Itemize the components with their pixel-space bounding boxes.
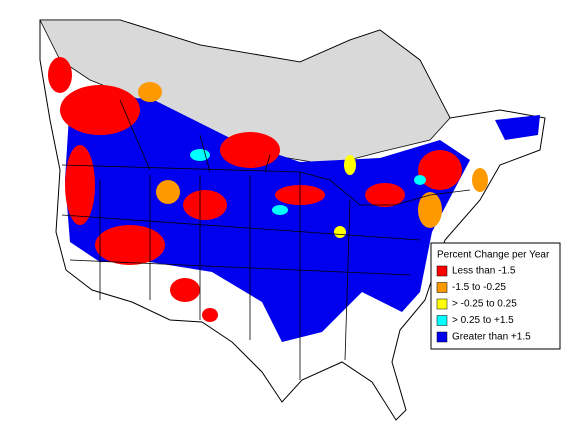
region-slight-decrease	[156, 180, 180, 204]
legend-label: -1.5 to -0.25	[452, 282, 506, 293]
borders	[61, 99, 471, 380]
region-slight-decrease	[138, 82, 162, 102]
region-decrease	[202, 308, 218, 322]
legend-swatch	[436, 282, 448, 293]
legend-title: Percent Change per Year	[437, 250, 550, 261]
region-stable	[334, 226, 346, 238]
legend: Percent Change per Year Less than -1.5 -1…	[430, 242, 561, 350]
region-decrease	[418, 150, 462, 190]
region-decrease	[220, 132, 280, 168]
region-decrease	[170, 278, 200, 302]
legend-label: Less than -1.5	[452, 266, 516, 277]
region-slight-decrease	[472, 168, 488, 192]
region-decrease	[48, 57, 72, 93]
region-slight-increase	[414, 175, 426, 185]
region-decrease	[95, 225, 165, 265]
legend-box	[430, 242, 561, 350]
region-increase	[65, 98, 470, 342]
region-decrease	[60, 85, 140, 135]
legend-label: > -0.25 to 0.25	[452, 299, 517, 310]
region-slight-increase	[272, 205, 288, 215]
legend-label: Greater than +1.5	[452, 332, 531, 343]
region-slight-increase	[190, 149, 210, 161]
legend-swatch	[436, 298, 448, 310]
legend-swatch	[436, 265, 448, 277]
legend-swatch	[436, 315, 448, 326]
legend-label: > 0.25 to +1.5	[452, 315, 514, 326]
region-stable	[344, 155, 356, 175]
region-increase	[495, 115, 540, 140]
region-decrease	[183, 190, 227, 220]
region-slight-decrease	[418, 192, 442, 228]
legend-swatch	[436, 331, 448, 343]
region-decrease	[365, 183, 405, 207]
region-decrease	[65, 145, 95, 225]
